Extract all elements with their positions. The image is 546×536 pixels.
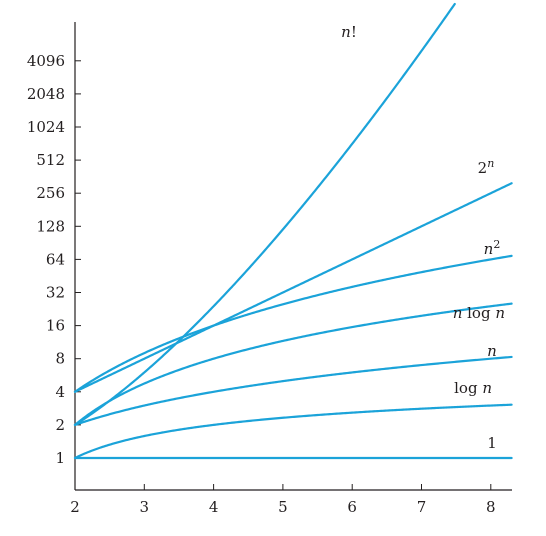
x-tick-label: 6 — [347, 498, 357, 516]
y-tick-label: 256 — [36, 184, 65, 202]
series-layer — [73, 2, 513, 460]
y-tick-label: 2048 — [27, 85, 65, 103]
y-tick-label: 1 — [55, 449, 65, 467]
y-tick-label: 64 — [46, 250, 65, 268]
curve-label-nlogn: n log n — [453, 304, 505, 322]
x-tick-label: 4 — [209, 498, 219, 516]
curve-label-n2: n2 — [484, 238, 501, 258]
y-tick-label: 16 — [46, 317, 65, 335]
curve-label-fact: n! — [341, 23, 357, 41]
x-tick-label: 8 — [486, 498, 496, 516]
series-line-n2 — [73, 254, 513, 393]
curve-labels: 1 log n n n log n n2 2n n! — [341, 23, 505, 452]
y-tick-label: 32 — [46, 284, 65, 302]
y-tick-label: 1024 — [27, 118, 65, 136]
series-line-n — [73, 355, 513, 426]
x-tick-label: 7 — [417, 498, 427, 516]
curve-label-n: n — [487, 342, 497, 360]
y-tick-label: 4 — [55, 383, 65, 401]
y-tick-label: 8 — [55, 350, 65, 368]
y-tick-label: 512 — [36, 151, 65, 169]
series-line-pow2 — [73, 182, 513, 393]
axes: 1 2 4 8 16 32 64 128 256 512 1024 2048 4096 2 3 4 5 6 7 8 — [27, 22, 512, 516]
curve-label-const: 1 — [487, 434, 497, 452]
y-tick-label: 4096 — [27, 52, 65, 70]
x-tick-label: 2 — [70, 498, 80, 516]
curve-label-logn: log n — [454, 379, 492, 397]
series-line-fact — [73, 2, 456, 426]
x-tick-label: 3 — [140, 498, 150, 516]
curve-label-pow2: 2n — [478, 157, 495, 177]
series-line-nlogn — [73, 302, 513, 426]
series-line-logn — [73, 403, 513, 460]
y-tick-label: 128 — [36, 217, 65, 235]
y-tick-label: 2 — [55, 416, 65, 434]
x-tick-label: 5 — [278, 498, 288, 516]
